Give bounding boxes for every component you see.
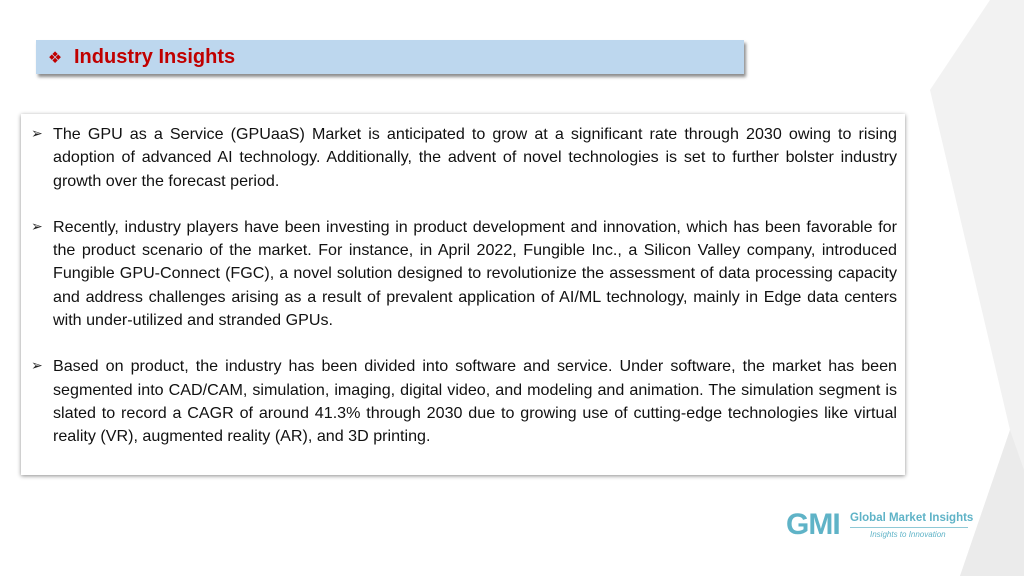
section-title: Industry Insights (74, 45, 236, 68)
logo-divider (850, 527, 968, 528)
content-box: ➢ The GPU as a Service (GPUaaS) Market i… (21, 114, 905, 475)
list-item: ➢ The GPU as a Service (GPUaaS) Market i… (31, 123, 897, 193)
bullet-text: The GPU as a Service (GPUaaS) Market is … (53, 125, 897, 190)
bullet-text: Based on product, the industry has been … (53, 357, 897, 446)
logo-mark: GMI (786, 508, 841, 541)
bullet-text: Recently, industry players have been inv… (53, 217, 897, 330)
arrow-bullet-icon: ➢ (31, 218, 43, 235)
arrow-bullet-icon: ➢ (31, 358, 43, 375)
arrow-bullet-icon: ➢ (31, 126, 43, 142)
logo-name: Global Market Insights (850, 512, 974, 524)
logo-tagline: Insights to Innovation (870, 530, 946, 539)
gmi-logo: GMI Global Market Insights Insights to I… (786, 508, 976, 548)
diamond-bullet-icon: ❖ (47, 47, 63, 67)
list-item: ➢ Recently, industry players have been i… (31, 216, 897, 332)
list-item: ➢ Based on product, the industry has bee… (31, 355, 897, 448)
section-header: ❖ Industry Insights (36, 40, 744, 74)
